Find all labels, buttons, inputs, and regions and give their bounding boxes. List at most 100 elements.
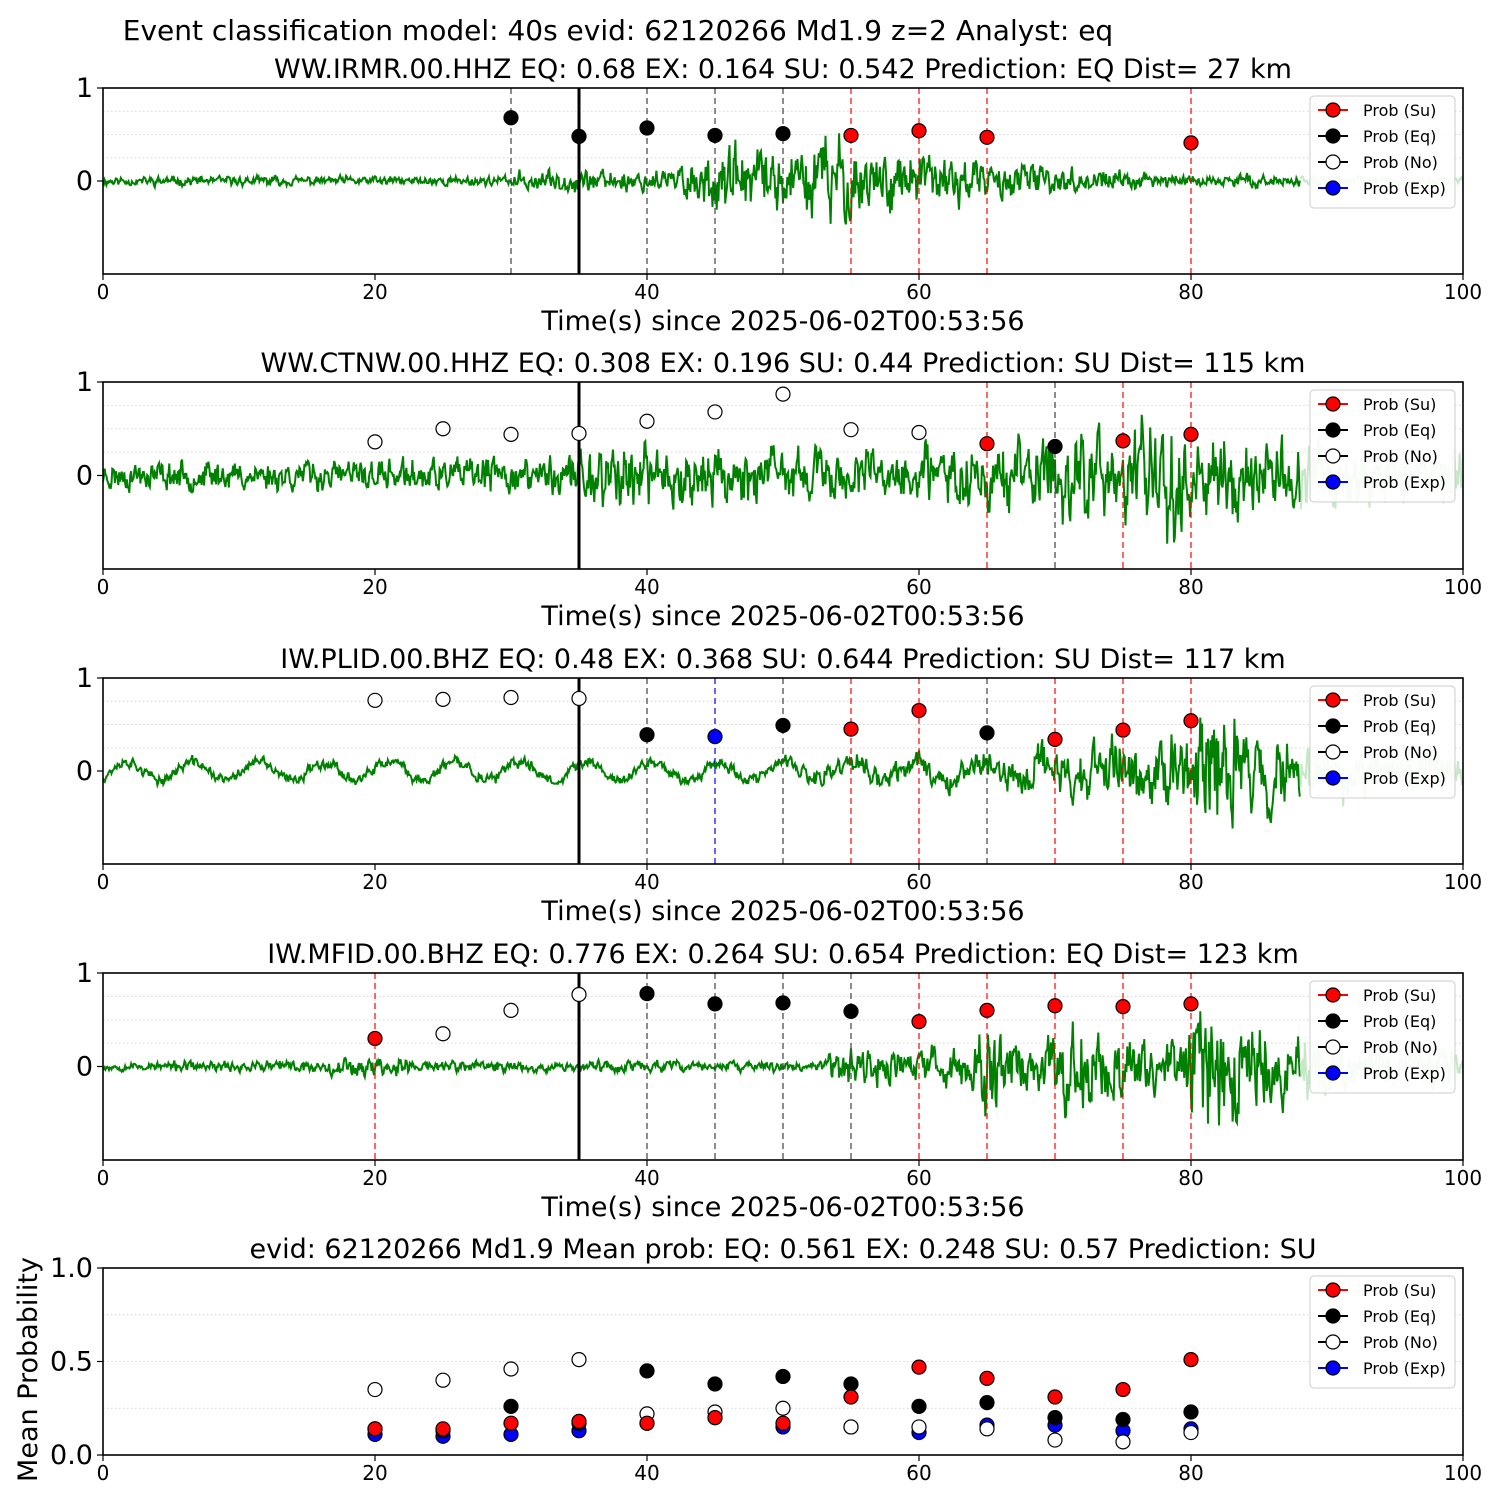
legend-label: Prob (Su) bbox=[1363, 101, 1436, 120]
x-tick-label: 40 bbox=[634, 575, 659, 599]
legend-marker bbox=[1325, 1282, 1341, 1298]
x-tick-label: 60 bbox=[906, 575, 931, 599]
legend-marker bbox=[1325, 770, 1341, 786]
x-tick-label: 100 bbox=[1444, 575, 1482, 599]
legend-marker bbox=[1325, 448, 1341, 464]
prob-point-no bbox=[775, 1400, 791, 1416]
prob-point-eq bbox=[775, 717, 791, 734]
prob-point-su bbox=[911, 1014, 927, 1030]
prob-point-su bbox=[367, 1421, 383, 1437]
legend-label: Prob (No) bbox=[1363, 1038, 1438, 1057]
prob-point-su bbox=[707, 1409, 723, 1426]
prob-point-su bbox=[979, 1370, 995, 1386]
legend-marker bbox=[1325, 154, 1341, 170]
y-tick-label: 1 bbox=[76, 367, 93, 398]
prob-point-su bbox=[367, 1030, 383, 1047]
legend-marker bbox=[1325, 1360, 1341, 1376]
prob-point-su bbox=[1183, 1352, 1199, 1368]
waveform-line bbox=[103, 133, 1301, 225]
prob-point-no bbox=[435, 421, 451, 437]
waveform-line bbox=[103, 1011, 1301, 1127]
x-tick-label: 40 bbox=[634, 1166, 659, 1190]
legend: Prob (Su) Prob (Eq) Prob (No) Prob (Exp) bbox=[1309, 95, 1456, 209]
legend-box bbox=[1309, 95, 1456, 209]
x-tick-label: 60 bbox=[906, 1166, 931, 1190]
prob-point-su bbox=[843, 127, 859, 144]
x-tick-label: 100 bbox=[1444, 1166, 1482, 1190]
legend-box bbox=[1309, 685, 1456, 799]
prob-point-su bbox=[911, 1359, 927, 1375]
x-axis-label: Time(s) since 2025-06-02T00:53:56 bbox=[540, 1192, 1024, 1223]
prob-point-eq bbox=[639, 1363, 655, 1379]
prob-point-eq bbox=[1047, 1409, 1063, 1426]
legend-box bbox=[1309, 1275, 1456, 1389]
legend-label: Prob (Exp) bbox=[1363, 179, 1446, 198]
panel-title: WW.CTNW.00.HHZ EQ: 0.308 EX: 0.196 SU: 0… bbox=[261, 348, 1306, 379]
x-tick-label: 20 bbox=[362, 575, 387, 599]
legend-marker bbox=[1325, 474, 1341, 490]
prob-point-no bbox=[1047, 1432, 1063, 1448]
prob-point-su bbox=[435, 1421, 451, 1437]
prob-point-su bbox=[571, 1413, 587, 1429]
x-tick-label: 20 bbox=[362, 1166, 387, 1190]
panel-title: evid: 62120266 Md1.9 Mean prob: EQ: 0.56… bbox=[250, 1234, 1317, 1265]
legend-label: Prob (Su) bbox=[1363, 986, 1436, 1005]
legend: Prob (Su) Prob (Eq) Prob (No) Prob (Exp) bbox=[1309, 980, 1456, 1094]
legend-marker bbox=[1325, 1039, 1341, 1055]
prob-point-su bbox=[979, 436, 995, 452]
panel-title: IW.MFID.00.BHZ EQ: 0.776 EX: 0.264 SU: 0… bbox=[267, 939, 1299, 970]
legend-label: Prob (No) bbox=[1363, 743, 1438, 762]
legend-label: Prob (Eq) bbox=[1363, 421, 1436, 440]
prob-point-eq bbox=[775, 1368, 791, 1385]
y-tick-label: 1 bbox=[76, 958, 93, 989]
prob-point-eq bbox=[503, 110, 519, 126]
prob-point-no bbox=[435, 1372, 451, 1388]
prob-point-no bbox=[843, 422, 859, 438]
x-tick-label: 60 bbox=[906, 280, 931, 304]
legend-marker bbox=[1325, 128, 1341, 144]
waveform-line bbox=[103, 717, 1301, 829]
y-tick-label: 0 bbox=[76, 461, 93, 492]
x-tick-label: 80 bbox=[1178, 870, 1203, 894]
prob-point-eq bbox=[979, 1395, 995, 1411]
x-tick-label: 80 bbox=[1178, 280, 1203, 304]
prob-point-no bbox=[843, 1419, 859, 1435]
y-tick-label: 0.5 bbox=[50, 1347, 93, 1378]
x-tick-label: 40 bbox=[634, 1461, 659, 1485]
prob-point-no bbox=[435, 1026, 451, 1042]
prob-point-no bbox=[639, 413, 655, 429]
legend-marker bbox=[1325, 1334, 1341, 1350]
x-tick-label: 100 bbox=[1444, 1461, 1482, 1485]
x-tick-label: 60 bbox=[906, 870, 931, 894]
prob-point-su bbox=[911, 123, 927, 139]
prob-point-su bbox=[1183, 713, 1199, 729]
panel-2: 0 20 40 60 80 100 0 1 WW.CTNW.00.HHZ EQ: 0.308 E… bbox=[76, 348, 1482, 632]
prob-point-su bbox=[1047, 1389, 1063, 1405]
prob-point-su bbox=[979, 129, 995, 145]
prob-point-su bbox=[639, 1415, 655, 1431]
prob-point-eq bbox=[775, 995, 791, 1011]
prob-point-su bbox=[1115, 722, 1131, 738]
prob-point-su bbox=[1047, 998, 1063, 1014]
x-tick-label: 20 bbox=[362, 870, 387, 894]
prob-point-no bbox=[367, 1381, 383, 1398]
panel-5: 0 20 40 60 80 100 0.0 0.5 1.0 evid: 62120266 Md1.… bbox=[13, 1234, 1482, 1485]
x-tick-label: 0 bbox=[97, 870, 110, 894]
prob-point-eq bbox=[843, 1003, 859, 1019]
legend-label: Prob (Exp) bbox=[1363, 1064, 1446, 1083]
prob-point-su bbox=[1115, 1381, 1131, 1398]
prob-point-su bbox=[1183, 996, 1199, 1012]
prob-point-su bbox=[1115, 999, 1131, 1015]
prob-point-no bbox=[1183, 1424, 1199, 1441]
legend-label: Prob (No) bbox=[1363, 153, 1438, 172]
y-tick-label: 0 bbox=[76, 166, 93, 197]
prob-point-no bbox=[911, 424, 927, 441]
prob-point-eq bbox=[775, 125, 791, 142]
panel-3: 0 20 40 60 80 100 0 1 IW.PLID.00.BHZ EQ: 0.48 EX… bbox=[76, 644, 1482, 927]
legend-label: Prob (Eq) bbox=[1363, 127, 1436, 146]
prob-point-eq bbox=[707, 127, 723, 144]
prob-point-su bbox=[1183, 426, 1199, 442]
y-tick-label: 0 bbox=[76, 1052, 93, 1083]
